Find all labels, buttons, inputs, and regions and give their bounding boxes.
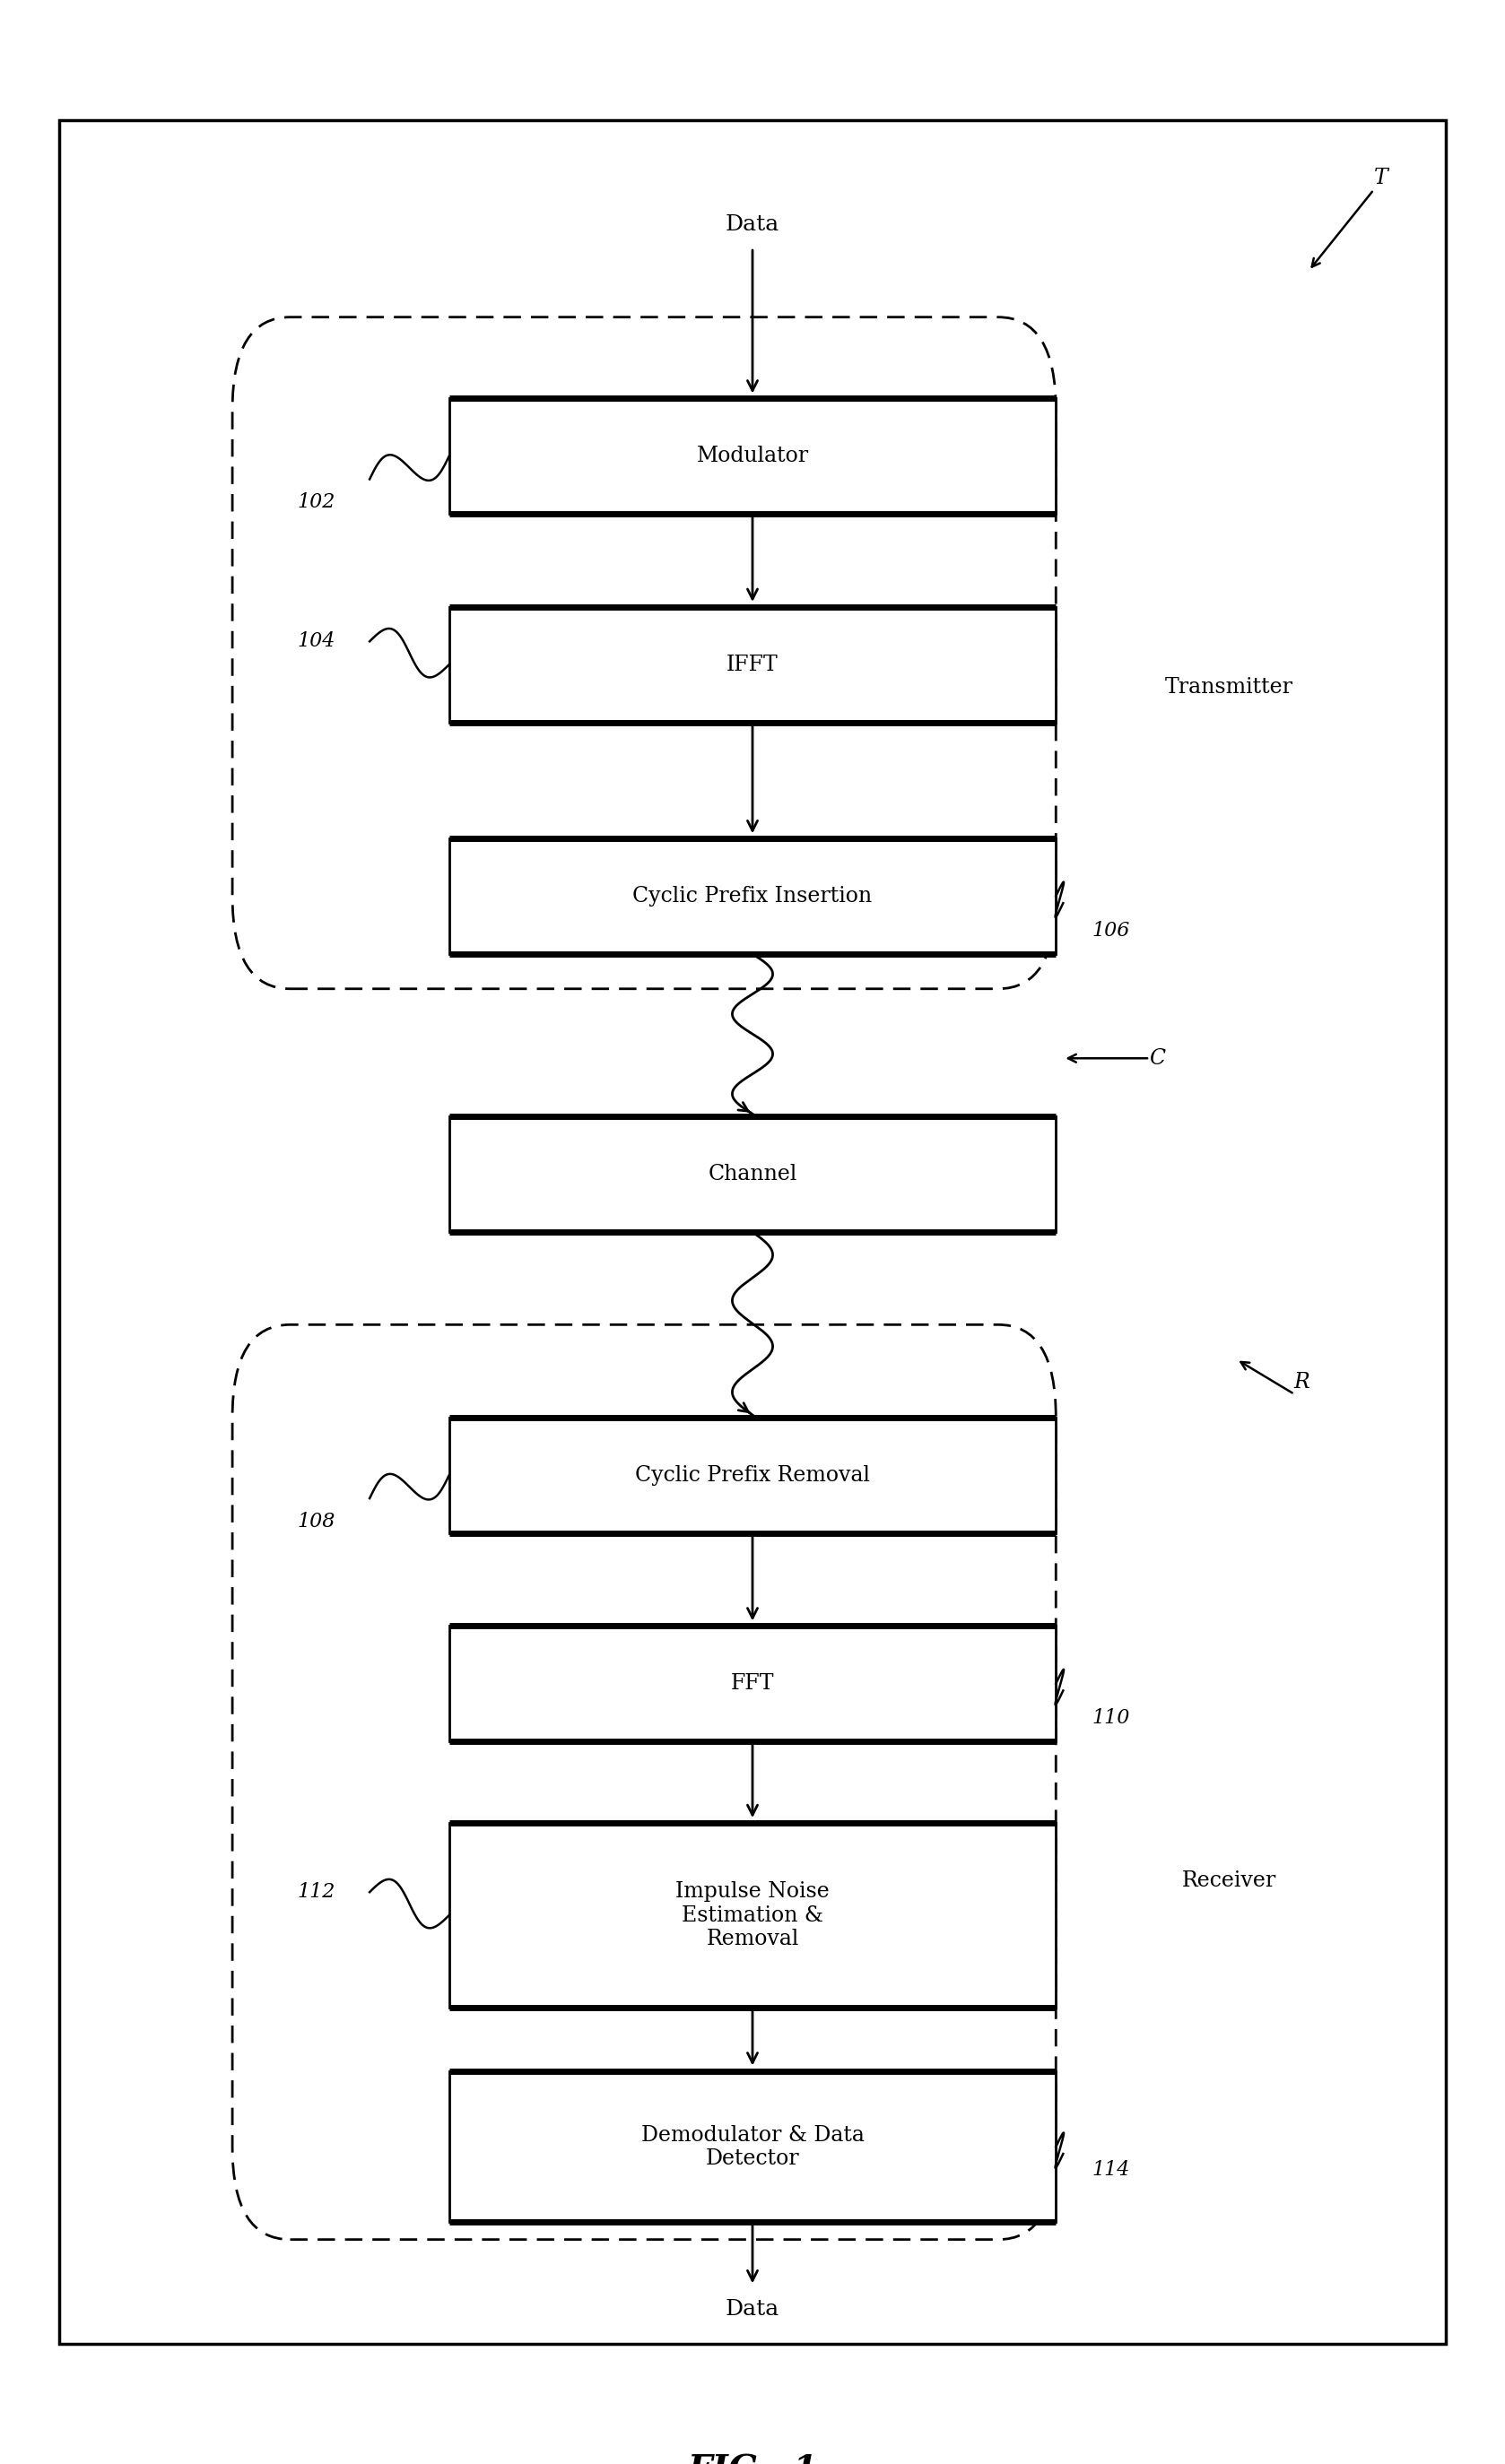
Text: 106: 106 [1093, 922, 1130, 941]
FancyBboxPatch shape [59, 121, 1446, 2343]
Text: T: T [1374, 168, 1388, 187]
Text: 112: 112 [298, 1882, 336, 1902]
FancyBboxPatch shape [448, 606, 1057, 722]
Text: 102: 102 [298, 493, 336, 513]
Text: R: R [1294, 1372, 1309, 1392]
FancyBboxPatch shape [448, 2072, 1057, 2223]
Text: Cyclic Prefix Insertion: Cyclic Prefix Insertion [632, 887, 873, 907]
Text: Cyclic Prefix Removal: Cyclic Prefix Removal [635, 1466, 870, 1486]
FancyBboxPatch shape [448, 1417, 1057, 1533]
Text: Modulator: Modulator [697, 446, 808, 466]
Text: 110: 110 [1093, 1708, 1130, 1727]
Text: IFFT: IFFT [727, 655, 778, 675]
Text: Receiver: Receiver [1181, 1870, 1276, 1890]
Text: Data: Data [725, 214, 780, 234]
Text: Data: Data [725, 2299, 780, 2319]
Text: C: C [1148, 1047, 1165, 1069]
Text: Impulse Noise
Estimation &
Removal: Impulse Noise Estimation & Removal [676, 1880, 829, 1949]
Text: 114: 114 [1093, 2161, 1130, 2181]
Text: 104: 104 [298, 631, 336, 650]
FancyBboxPatch shape [448, 1626, 1057, 1742]
Text: 108: 108 [298, 1510, 336, 1533]
Text: Channel: Channel [707, 1163, 798, 1185]
FancyBboxPatch shape [448, 838, 1057, 954]
Text: FIG.  1: FIG. 1 [688, 2454, 817, 2464]
Text: Transmitter: Transmitter [1165, 678, 1293, 697]
Text: Demodulator & Data
Detector: Demodulator & Data Detector [641, 2124, 864, 2168]
FancyBboxPatch shape [448, 399, 1057, 515]
FancyBboxPatch shape [448, 1116, 1057, 1232]
Text: FFT: FFT [731, 1673, 774, 1693]
FancyBboxPatch shape [448, 1823, 1057, 2008]
